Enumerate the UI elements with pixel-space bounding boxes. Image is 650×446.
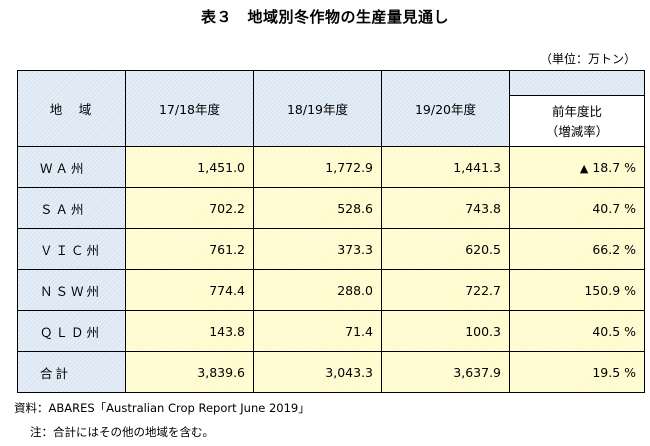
cell-v2: 3,043.3 [253, 351, 382, 393]
table-row: ＳＡ州 702.2 528.6 743.8 40.7 % [17, 187, 645, 229]
cell-yoy: 19.5 % [509, 351, 645, 393]
row-region: ＳＡ州 [17, 187, 126, 229]
cell-yoy: ▲ 18.7 % [509, 146, 645, 188]
decrease-marker-icon: ▲ [579, 161, 589, 175]
row-region: ＶＩＣ州 [17, 228, 126, 270]
yoy-value: 40.5 % [592, 323, 636, 339]
header-yoy-line1: 前年度比 [551, 104, 602, 119]
table-row: ＶＩＣ州 761.2 373.3 620.5 66.2 % [17, 228, 645, 270]
yoy-value: 150.9 % [584, 282, 636, 298]
cell-v2: 528.6 [253, 187, 382, 229]
header-region: 地 域 [17, 70, 126, 147]
footnote: 注：合計にはその他の地域を含む。 [30, 425, 214, 439]
cell-yoy: 40.7 % [509, 187, 645, 229]
cell-yoy: 150.9 % [509, 269, 645, 311]
cell-v2: 71.4 [253, 310, 382, 352]
cell-v2: 1,772.9 [253, 146, 382, 188]
table-row: ＷＡ州 1,451.0 1,772.9 1,441.3 ▲ 18.7 % [17, 146, 645, 188]
table-row: ＱＬＤ州 143.8 71.4 100.3 40.5 % [17, 310, 645, 352]
yoy-value: 18.7 % [592, 159, 636, 175]
table-row: 合計 3,839.6 3,043.3 3,637.9 19.5 % [17, 351, 645, 393]
cell-v3: 620.5 [381, 228, 510, 270]
cell-v1: 1,451.0 [125, 146, 254, 188]
yoy-value: 40.7 % [592, 200, 636, 216]
cell-v3: 743.8 [381, 187, 510, 229]
cell-v1: 3,839.6 [125, 351, 254, 393]
header-yoy: 前年度比 （増減率） [509, 70, 645, 147]
table-title: 表３ 地域別冬作物の生産量見通し [200, 8, 449, 26]
cell-yoy: 40.5 % [509, 310, 645, 352]
source-note: 資料：ABARES「Australian Crop Report June 20… [14, 401, 310, 415]
row-region: 合計 [17, 351, 126, 393]
cell-v1: 774.4 [125, 269, 254, 311]
production-table: 地 域 17/18年度 18/19年度 19/20年度 前年度比 （増減率） Ｗ… [17, 70, 645, 393]
row-region: ＮＳＷ州 [17, 269, 126, 311]
header-row: 地 域 17/18年度 18/19年度 19/20年度 前年度比 （増減率） [17, 70, 645, 147]
cell-v1: 761.2 [125, 228, 254, 270]
header-1819: 18/19年度 [253, 70, 382, 147]
header-1718: 17/18年度 [125, 70, 254, 147]
table-row: ＮＳＷ州 774.4 288.0 722.7 150.9 % [17, 269, 645, 311]
row-region: ＱＬＤ州 [17, 310, 126, 352]
cell-v1: 702.2 [125, 187, 254, 229]
cell-v2: 373.3 [253, 228, 382, 270]
unit-label: （単位：万トン） [539, 52, 636, 66]
header-yoy-line2: （増減率） [545, 124, 609, 139]
cell-yoy: 66.2 % [509, 228, 645, 270]
yoy-value: 19.5 % [592, 364, 636, 380]
cell-v1: 143.8 [125, 310, 254, 352]
row-region: ＷＡ州 [17, 146, 126, 188]
cell-v3: 1,441.3 [381, 146, 510, 188]
cell-v3: 722.7 [381, 269, 510, 311]
cell-v3: 3,637.9 [381, 351, 510, 393]
yoy-value: 66.2 % [592, 241, 636, 257]
cell-v2: 288.0 [253, 269, 382, 311]
cell-v3: 100.3 [381, 310, 510, 352]
header-1920: 19/20年度 [381, 70, 510, 147]
